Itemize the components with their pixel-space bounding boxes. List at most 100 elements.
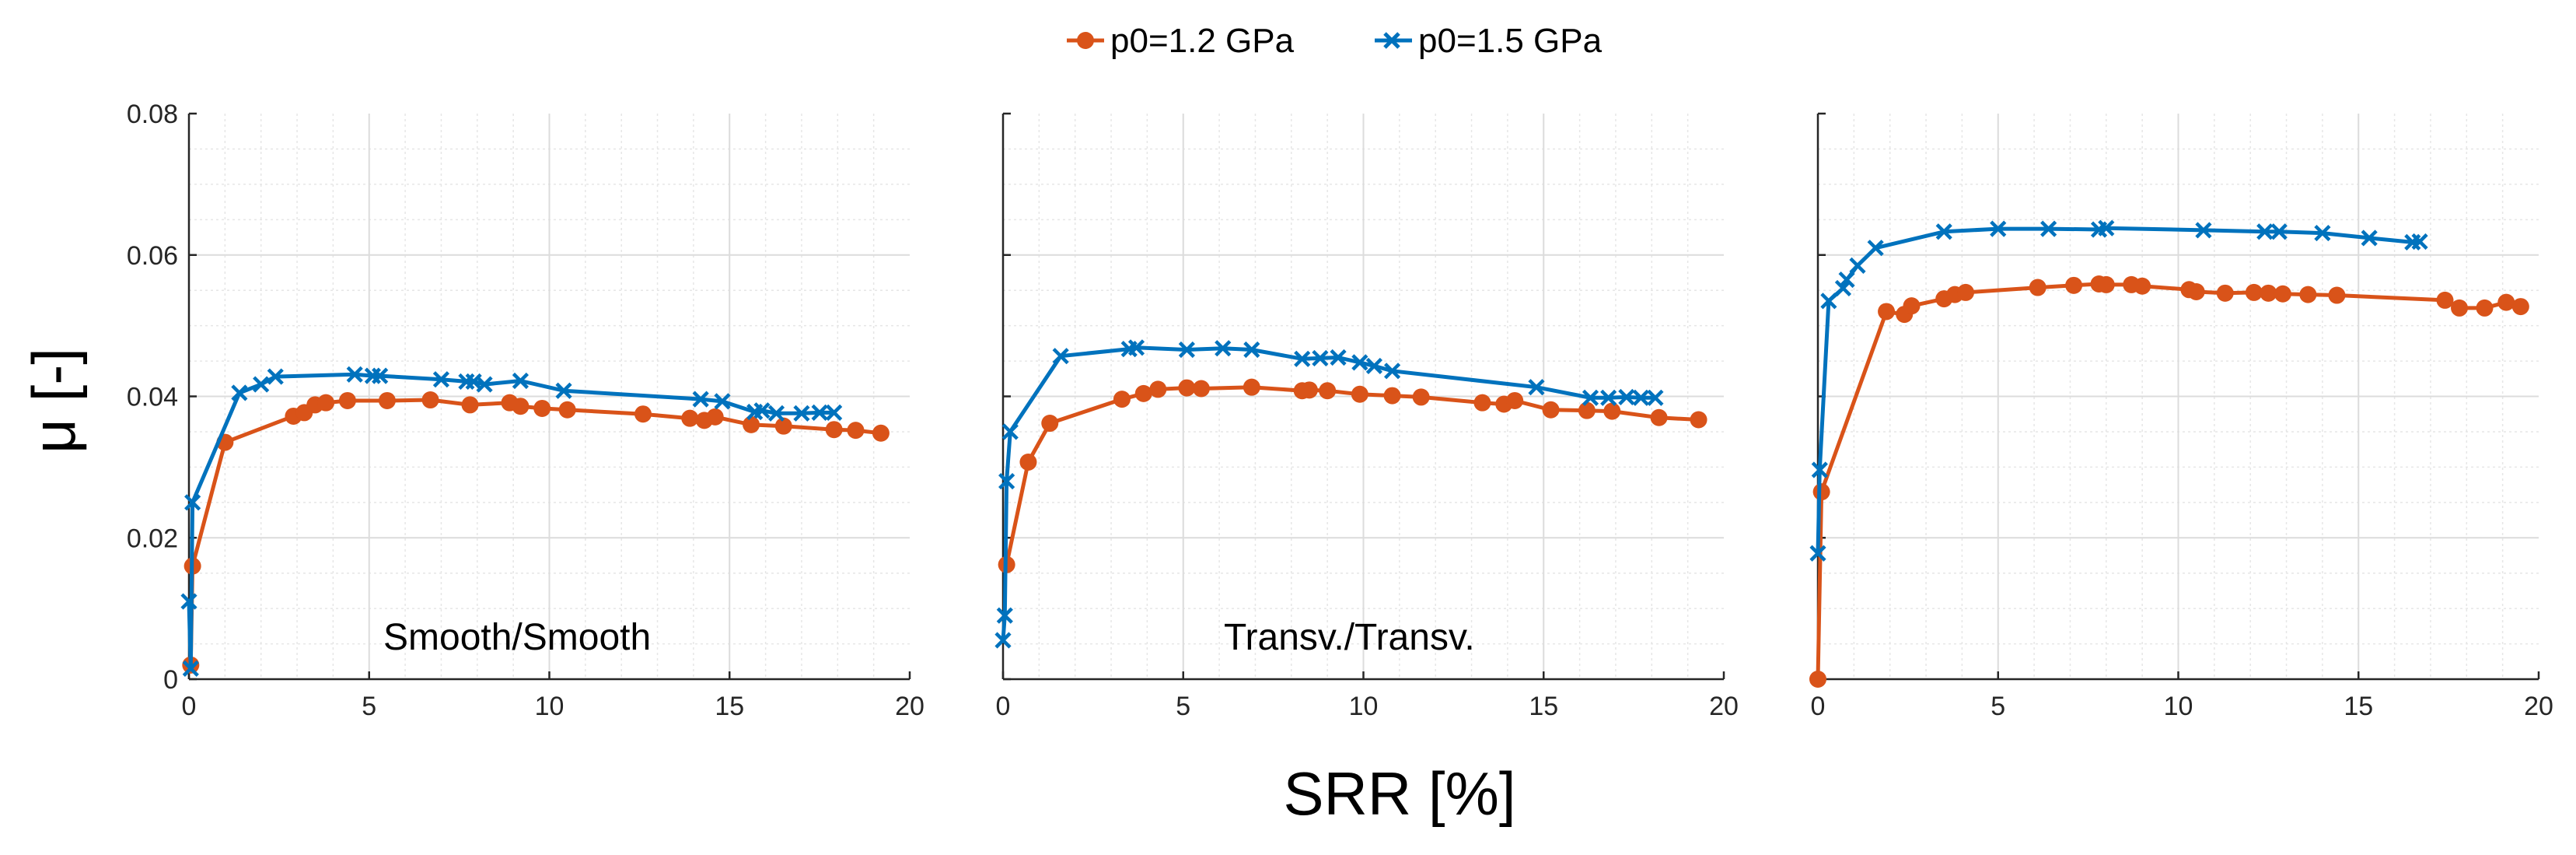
data-point (372, 367, 389, 384)
data-point-stroke (826, 404, 843, 421)
data-point-stroke (1001, 423, 1019, 440)
data-point (1838, 271, 1855, 289)
data-point-stroke (1600, 389, 1617, 406)
data-point-stroke (253, 376, 270, 393)
data-point (2187, 283, 2205, 301)
data-point-stroke (1294, 350, 1311, 367)
x-tick-label: 20 (1709, 692, 1739, 721)
data-point (2476, 299, 2494, 317)
data-point (378, 391, 396, 409)
data-point (1383, 387, 1401, 405)
data-point (1019, 454, 1037, 471)
data-point-stroke (793, 405, 810, 422)
data-point (1473, 394, 1491, 412)
data-point-stroke (1351, 354, 1368, 371)
data-point (1878, 303, 1896, 321)
data-point (767, 405, 785, 422)
data-point-stroke (1838, 271, 1855, 289)
data-point-stroke (476, 376, 493, 393)
series-line (1816, 282, 2522, 680)
data-point (2029, 279, 2046, 296)
legend: p0=1.2 GPa p0=1.5 GPa (1067, 22, 1603, 60)
data-point-stroke (372, 367, 389, 384)
data-point (1542, 401, 1560, 419)
data-point (2195, 222, 2212, 239)
data-point (706, 408, 724, 426)
series-1 (1809, 275, 2529, 688)
major-grid (1818, 114, 2539, 679)
data-point (1300, 381, 1318, 399)
data-point (998, 472, 1015, 490)
data-point (2216, 284, 2234, 302)
data-point (994, 632, 1012, 649)
panel-2: 0 5 10 15 20 Transv./Transv. (994, 112, 1739, 721)
data-point (793, 405, 810, 422)
data-point (826, 404, 843, 421)
data-point-stroke (2314, 224, 2331, 242)
series-1 (998, 378, 1707, 573)
data-point (753, 402, 771, 419)
data-point (558, 401, 576, 419)
data-point-stroke (996, 607, 1013, 624)
data-point (1811, 461, 1828, 478)
data-point (1809, 671, 1826, 688)
data-point-stroke (1127, 339, 1145, 356)
x-tick-label: 0 (182, 692, 197, 721)
data-point (2299, 286, 2317, 303)
y-tick-label: 0.04 (127, 383, 178, 412)
data-point (1849, 257, 1866, 274)
data-point-stroke (1330, 349, 1347, 366)
data-point (1294, 350, 1311, 367)
data-point (1243, 341, 1260, 359)
data-point (346, 366, 363, 383)
data-point (825, 421, 843, 439)
data-point (1809, 545, 1826, 562)
data-point-stroke (2256, 223, 2274, 240)
data-point-stroke (1365, 357, 1382, 375)
data-point (253, 376, 270, 393)
data-point (1178, 341, 1195, 359)
data-point (2497, 293, 2515, 311)
data-point (317, 394, 335, 412)
data-point-stroke (1849, 257, 1866, 274)
data-point (1600, 389, 1617, 406)
data-point-stroke (1383, 363, 1401, 380)
series-line (1816, 226, 2420, 554)
data-point-stroke (184, 494, 201, 511)
data-point (1383, 363, 1401, 380)
series-line (1001, 345, 1655, 641)
data-point (2134, 277, 2151, 295)
data-point-stroke (811, 404, 828, 421)
data-point (2256, 223, 2274, 240)
data-point (1113, 391, 1131, 408)
data-point-stroke (1647, 389, 1664, 406)
x-tick-label: 10 (535, 692, 564, 721)
x-tick-label: 0 (1811, 692, 1826, 721)
data-point (2260, 284, 2277, 302)
data-point-stroke (512, 372, 530, 390)
data-point (634, 405, 652, 423)
data-point-stroke (555, 382, 572, 399)
data-point (1365, 357, 1382, 375)
x-tick-label: 0 (996, 692, 1011, 721)
legend-label-series-2: p0=1.5 GPa (1418, 22, 1603, 60)
data-point-stroke (1312, 349, 1329, 367)
data-point (338, 391, 356, 409)
data-point (432, 371, 450, 388)
data-point (1506, 391, 1524, 409)
data-point (1215, 340, 1232, 357)
data-point-stroke (753, 402, 771, 419)
data-point (1001, 423, 1019, 440)
x-tick-label: 5 (1991, 692, 2005, 721)
data-point-stroke (1052, 348, 1069, 365)
data-point (1243, 378, 1260, 396)
data-point (1632, 389, 1649, 406)
data-point-stroke (267, 368, 284, 385)
data-point (1812, 483, 1830, 501)
x-tick-label: 10 (1349, 692, 1379, 721)
data-point (1834, 279, 1852, 297)
data-point (1330, 349, 1347, 366)
data-point (2245, 283, 2263, 301)
x-tick-label: 5 (362, 692, 376, 721)
